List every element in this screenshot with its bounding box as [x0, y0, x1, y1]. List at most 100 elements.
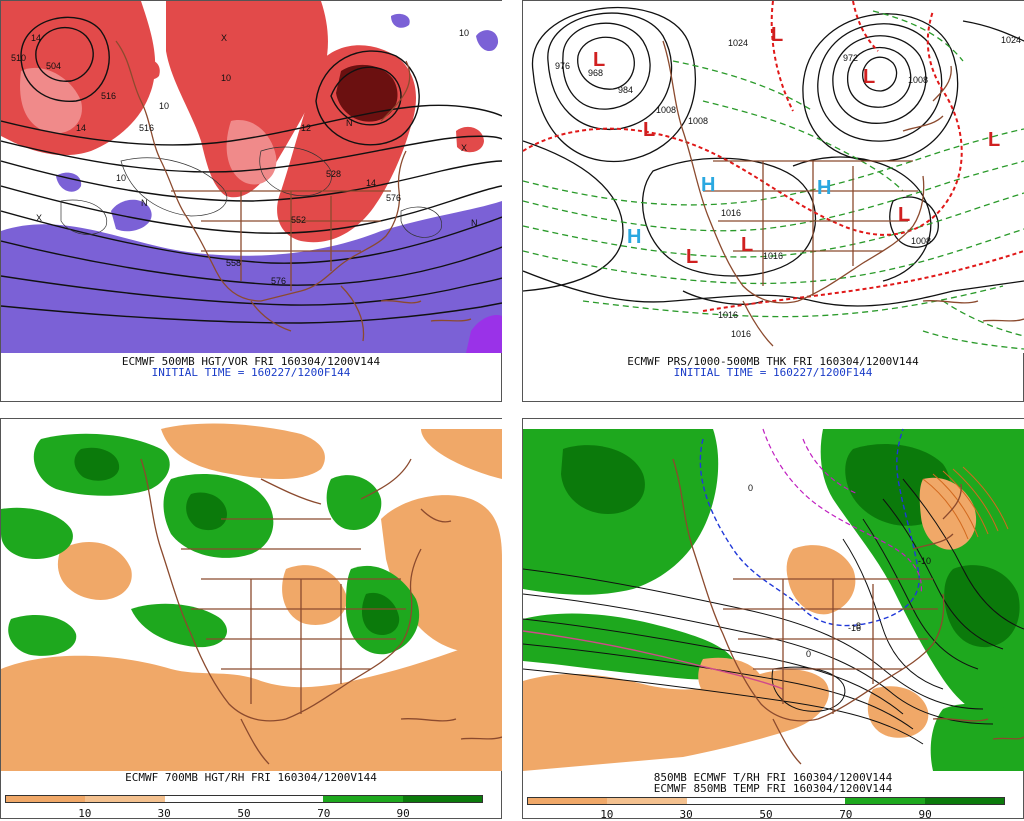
- contour-label: 576: [271, 276, 286, 286]
- high-center-marker: H: [817, 177, 831, 199]
- colorbar-tick: 50: [237, 807, 251, 820]
- vort-label: N: [346, 118, 353, 128]
- colorbar-tick: 90: [918, 808, 932, 821]
- vort-red-blob: [141, 59, 160, 80]
- colorbar-tick: 50: [759, 808, 773, 821]
- colorbar-tick: 10: [600, 808, 614, 821]
- rh-dry-region-north: [161, 423, 325, 479]
- initial-time: INITIAL TIME = 160227/1200F144: [151, 366, 351, 379]
- isobar-label: 968: [588, 68, 603, 78]
- initial-time: INITIAL TIME = 160227/1200F144: [673, 366, 873, 379]
- low-center-marker: L: [593, 49, 605, 71]
- isobar-label: 1024: [728, 38, 748, 48]
- contour-label: 510: [11, 53, 26, 63]
- panel-prs-thk: L L L L L L L L H H H 976 968 984 1008 1…: [522, 0, 1024, 402]
- vort-red-light-west: [20, 67, 82, 134]
- isobar-label: 1008: [908, 75, 928, 85]
- vort-purple-blob: [391, 13, 410, 28]
- contour-label: 552: [291, 215, 306, 225]
- isobar-label: 972: [843, 53, 858, 63]
- rh-moist-region: [523, 613, 734, 680]
- low-center-marker: L: [741, 234, 753, 256]
- vort-label: 10: [159, 101, 169, 111]
- low-center-marker: L: [988, 129, 1000, 151]
- vort-label: 14: [76, 123, 86, 133]
- panel-500mb-hgt-vor: 504 516 516 528 552 576 558 576 510 14 1…: [0, 0, 502, 402]
- rh-colorbar-ticks: 10 30 50 70 90: [527, 808, 1005, 821]
- low-center-marker: L: [643, 119, 655, 141]
- rh-moist-dark: [186, 492, 227, 531]
- colorbar-tick: 90: [396, 807, 410, 820]
- panel-caption-line2: ECMWF 850MB TEMP FRI 160304/1200V144: [653, 782, 893, 795]
- map-700mb-rh: [1, 419, 502, 771]
- rh-colorbar: [5, 795, 483, 803]
- contour-label: 528: [326, 169, 341, 179]
- panel-caption-line1: 850MB ECMWF T/RH FRI 160304/1200V144: [653, 771, 893, 784]
- vort-label: 10: [459, 28, 469, 38]
- vort-label: 10: [221, 73, 231, 83]
- temp-label: 0: [748, 483, 753, 493]
- rh-dry-region: [786, 545, 856, 615]
- vort-purple-blob: [476, 30, 499, 52]
- isobar-label: 1016: [731, 329, 751, 339]
- vort-label: X: [36, 213, 42, 223]
- rh-moist-region: [930, 703, 1024, 771]
- vort-label: X: [221, 33, 227, 43]
- temp-label: -16: [848, 623, 861, 633]
- rh-moist-dark: [561, 445, 645, 514]
- map-500mb-vorticity: 504 516 516 528 552 576 558 576 510 14 1…: [1, 1, 502, 353]
- map-850mb-t-rh: 0 0 -8 -10 -16: [523, 419, 1024, 771]
- low-center-marker: L: [898, 204, 910, 226]
- high-center-marker: H: [627, 226, 641, 248]
- vort-red-region-center: [166, 1, 328, 198]
- vort-purple-bright: [466, 314, 502, 353]
- rh-moist-region-sw: [8, 614, 77, 656]
- colorbar-tick: 70: [317, 807, 331, 820]
- rh-moist-region-ne: [326, 475, 382, 530]
- rh-dry-region-west: [57, 541, 132, 600]
- vort-max-core: [336, 64, 398, 122]
- contour-label: 504: [46, 61, 61, 71]
- panel-caption: ECMWF 500MB HGT/VOR FRI 160304/1200V144: [121, 355, 381, 368]
- temp-label: -8: [853, 621, 861, 631]
- contour-labels: 504 516 516 528 552 576 558 576 510: [11, 53, 401, 286]
- isobar-label: 1024: [1001, 35, 1021, 45]
- rh-moist-dark: [74, 447, 120, 481]
- rh-moist-region-nw: [1, 507, 73, 559]
- map-sea-level-pressure: L L L L L L L L H H H 976 968 984 1008 1…: [523, 1, 1024, 353]
- high-center-marker: H: [701, 174, 715, 196]
- vort-label: 14: [366, 178, 376, 188]
- low-center-marker: L: [863, 66, 875, 88]
- vort-label: N: [141, 198, 148, 208]
- contour-label: 516: [139, 123, 154, 133]
- rh-dry-region-center: [282, 565, 347, 625]
- rh-moist-dark: [944, 565, 1020, 648]
- vort-purple-region: [1, 201, 502, 353]
- contour-label: 558: [226, 258, 241, 268]
- panel-caption: ECMWF PRS/1000-500MB THK FRI 160304/1200…: [627, 355, 919, 368]
- temperature-labels: 0 0 -8 -10 -16: [748, 483, 931, 659]
- panel-caption: ECMWF 700MB HGT/RH FRI 160304/1200V144: [125, 771, 377, 784]
- vort-label: 10: [116, 173, 126, 183]
- panel-850mb-t-rh: 0 0 -8 -10 -16 850MB ECMWF T/RH FRI 1603…: [522, 418, 1024, 821]
- temp-label: -10: [918, 556, 931, 566]
- contour-label: 516: [101, 91, 116, 101]
- rh-moist-dark: [361, 592, 400, 636]
- rh-colorbar-ticks: 10 30 50 70 90: [5, 807, 483, 820]
- contour-label: 576: [386, 193, 401, 203]
- vort-label: 14: [31, 33, 41, 43]
- colorbar-tick: 30: [157, 807, 171, 820]
- low-center-marker: L: [771, 24, 783, 46]
- vort-label: N: [471, 218, 478, 228]
- colorbar-tick: 70: [839, 808, 853, 821]
- isobar-label: 1008: [688, 116, 708, 126]
- isobar-label: 1016: [763, 251, 783, 261]
- isobar-label: 1008: [911, 236, 931, 246]
- rh-moist-band: [131, 603, 227, 648]
- rh-dry-blob: [421, 429, 502, 479]
- vorticity-labels: 14 10 10 10 10 12 14 14 N N N X X X: [31, 28, 478, 228]
- low-center-marker: L: [686, 246, 698, 268]
- isobar-label: 976: [555, 61, 570, 71]
- vort-purple-blob: [111, 199, 152, 232]
- isobar-label: 1016: [721, 208, 741, 218]
